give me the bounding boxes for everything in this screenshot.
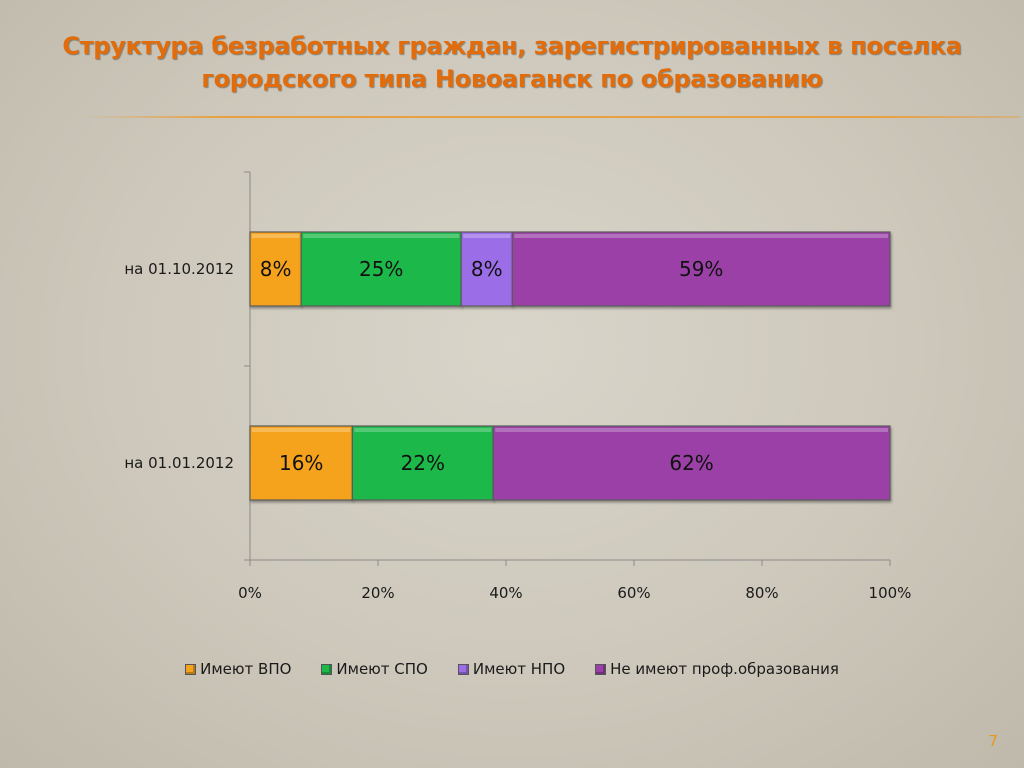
bar-highlight: [495, 428, 888, 432]
x-tick-label: 100%: [869, 584, 912, 602]
data-label: 59%: [679, 257, 723, 281]
page-number: 7: [988, 732, 998, 750]
legend-label: Не имеют проф.образования: [610, 660, 839, 678]
data-label: 16%: [279, 451, 323, 475]
category-label: на 01.10.2012: [124, 260, 234, 278]
bar-segment: [249, 231, 302, 307]
data-label: 25%: [359, 257, 403, 281]
legend-item: Имеют СПО: [321, 660, 428, 678]
stacked-bar-chart: 0% 20% 40% 60% 80% 100% на 01.10.2012 8% 25% 8% 5…: [124, 171, 912, 602]
bar-highlight: [252, 428, 351, 432]
data-label: 8%: [471, 257, 503, 281]
data-label: 62%: [669, 451, 713, 475]
bar-highlight: [252, 234, 300, 238]
data-label: 22%: [401, 451, 445, 475]
legend-swatch: [185, 663, 197, 675]
x-tick-label: 20%: [361, 584, 394, 602]
x-tick-label: 80%: [745, 584, 778, 602]
x-tick-label: 40%: [489, 584, 522, 602]
legend-swatch: [457, 663, 469, 675]
category-label: на 01.01.2012: [124, 454, 234, 472]
bar-segment: [511, 231, 891, 307]
legend-swatch: [321, 663, 333, 675]
legend-item: Не имеют проф.образования: [595, 660, 839, 678]
chart-legend: Имеют ВПО Имеют СПО Имеют НПО Не имеют проф…: [0, 658, 1024, 680]
bar-highlight: [463, 234, 511, 238]
bar-highlight: [354, 428, 492, 432]
x-tick-label: 60%: [617, 584, 650, 602]
legend-label: Имеют НПО: [472, 660, 566, 678]
slide-title: Структура безработных граждан, зарегистр…: [62, 32, 962, 93]
legend-label: Имеют ВПО: [200, 660, 292, 678]
x-tick-label: 0%: [238, 584, 262, 602]
bar-segment: [300, 231, 462, 307]
legend-item: Имеют НПО: [457, 660, 566, 678]
legend-label: Имеют СПО: [336, 660, 428, 678]
bar-segment: [460, 231, 514, 307]
bar-segment: [351, 425, 494, 501]
legend-item: Имеют ВПО: [185, 660, 291, 678]
data-label: 8%: [260, 257, 292, 281]
title-divider: [80, 116, 1020, 118]
bar-segment: [492, 425, 891, 501]
bar-segment: [249, 425, 354, 501]
bar-highlight: [303, 234, 460, 238]
legend-swatch: [595, 663, 607, 675]
bar-highlight: [514, 234, 888, 238]
